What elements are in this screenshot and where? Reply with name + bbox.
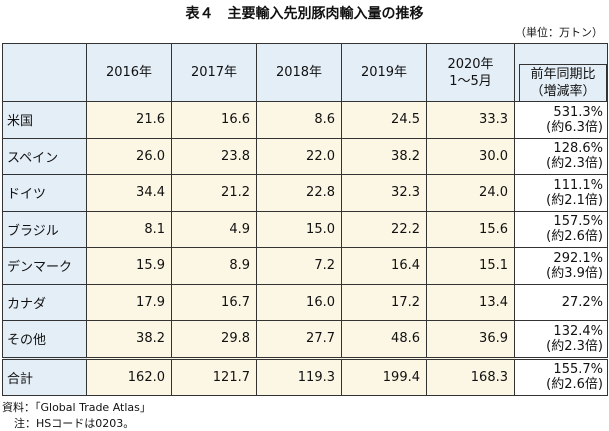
value-cell: 13.4 <box>426 283 515 321</box>
change-line: (約3.9倍) <box>546 265 603 281</box>
change-line: 128.6% <box>553 141 603 157</box>
change-line: (約2.1倍) <box>546 192 603 208</box>
value-cell: 4.9 <box>171 210 257 248</box>
value-cell: 21.2 <box>171 174 257 212</box>
value-cell: 16.0 <box>256 283 342 321</box>
source-note: 資料：「Global Trade Atlas」 <box>2 401 151 414</box>
value-cell: 17.9 <box>86 283 172 321</box>
value-cell: 29.8 <box>171 320 257 359</box>
change-cell: 27.2% <box>514 283 608 321</box>
change-cell: 292.1% (約3.9倍) <box>514 247 608 285</box>
value-cell: 8.6 <box>256 101 342 139</box>
value-cell: 34.4 <box>86 174 172 212</box>
value-cell: 23.8 <box>171 137 257 175</box>
value-cell: 17.2 <box>341 283 427 321</box>
value-cell: 7.2 <box>256 247 342 285</box>
change-line: (約2.3倍) <box>546 156 603 172</box>
unit: （単位：万トン） <box>515 26 603 39</box>
value-cell: 38.2 <box>341 137 427 175</box>
row-label: ブラジル <box>2 210 87 248</box>
value-cell: 33.3 <box>426 101 515 139</box>
change-box: 前年同期比 （増減率） <box>519 64 607 102</box>
value-cell: 30.0 <box>426 137 515 175</box>
value-cell: 162.0 <box>86 356 172 396</box>
table-row: ドイツ 34.4 21.2 22.8 32.3 24.0 111.1% (約2.1倍) <box>2 174 608 212</box>
value-cell: 168.3 <box>426 356 515 396</box>
value-cell: 22.2 <box>341 210 427 248</box>
table-row: カナダ 17.9 16.7 16.0 17.2 13.4 27.2% <box>2 283 608 321</box>
change-line: (約6.3倍) <box>546 119 603 135</box>
year-header: 2019年 <box>341 43 427 102</box>
value-cell: 119.3 <box>256 356 342 396</box>
row-label: 合計 <box>2 356 87 396</box>
table-row: 米国 21.6 16.6 8.6 24.5 33.3 531.3% (約6.3倍) <box>2 101 608 139</box>
value-cell: 15.6 <box>426 210 515 248</box>
change-header: 前年同期比 （増減率） <box>514 43 608 102</box>
row-label: スペイン <box>2 137 87 175</box>
table-row: その他 38.2 29.8 27.7 48.6 36.9 132.4% (約2.3倍) <box>2 320 608 359</box>
value-cell: 22.8 <box>256 174 342 212</box>
change-line: 27.2% <box>561 294 603 310</box>
change-header-line: （増減率） <box>530 84 596 99</box>
change-line: 292.1% <box>553 250 603 266</box>
table-row: デンマーク 15.9 8.9 7.2 16.4 15.1 292.1% (約3.9倍) <box>2 247 608 285</box>
period-line: 2020年 <box>447 56 494 72</box>
value-cell: 27.7 <box>256 320 342 359</box>
value-cell: 16.7 <box>171 283 257 321</box>
change-line: 111.1% <box>553 177 603 193</box>
import-table: 2016年 2017年 2018年 2019年 2020年 1～5月 前年同期比 （増減率） … <box>2 43 608 396</box>
value-cell: 22.0 <box>256 137 342 175</box>
table-row: ブラジル 8.1 4.9 15.0 22.2 15.6 157.5% (約2.6倍) <box>2 210 608 248</box>
change-line: 531.3% <box>553 104 603 120</box>
value-cell: 16.4 <box>341 247 427 285</box>
change-line: (約2.6倍) <box>546 229 603 245</box>
value-cell: 15.9 <box>86 247 172 285</box>
table-row: スペイン 26.0 23.8 22.0 38.2 30.0 128.6% (約2.3倍) <box>2 137 608 175</box>
value-cell: 15.1 <box>426 247 515 285</box>
row-label: 米国 <box>2 101 87 139</box>
change-line: (約2.6倍) <box>546 377 603 393</box>
value-cell: 121.7 <box>171 356 257 396</box>
row-label: その他 <box>2 320 87 359</box>
value-cell: 199.4 <box>341 356 427 396</box>
value-cell: 24.5 <box>341 101 427 139</box>
value-cell: 8.9 <box>171 247 257 285</box>
change-cell: 155.7% (約2.6倍) <box>514 356 608 396</box>
change-line: 132.4% <box>553 323 603 339</box>
value-cell: 48.6 <box>341 320 427 359</box>
header-row: 2016年 2017年 2018年 2019年 2020年 1～5月 前年同期比 （増減率） <box>2 43 608 102</box>
change-cell: 132.4% (約2.3倍) <box>514 320 608 359</box>
year-header: 2016年 <box>86 43 172 102</box>
change-line: 157.5% <box>553 214 603 230</box>
change-line: 155.7% <box>553 362 603 378</box>
value-cell: 32.3 <box>341 174 427 212</box>
value-cell: 36.9 <box>426 320 515 359</box>
value-cell: 15.0 <box>256 210 342 248</box>
note: 注：HSコードは0203。 <box>14 417 135 430</box>
change-cell: 111.1% (約2.1倍) <box>514 174 608 212</box>
year-header: 2018年 <box>256 43 342 102</box>
change-cell: 157.5% (約2.6倍) <box>514 210 608 248</box>
value-cell: 21.6 <box>86 101 172 139</box>
corner <box>2 43 87 102</box>
change-line: (約2.3倍) <box>546 338 603 354</box>
period-header: 2020年 1～5月 <box>426 43 515 102</box>
period-line: 1～5月 <box>449 73 492 89</box>
table-row: 合計 162.0 121.7 119.3 199.4 168.3 155.7% (約2.6倍) <box>2 356 608 396</box>
row-label: ドイツ <box>2 174 87 212</box>
change-cell: 531.3% (約6.3倍) <box>514 101 608 139</box>
row-label: カナダ <box>2 283 87 321</box>
title: 表４ 主要輸入先別豚肉輸入量の推移 <box>185 6 424 22</box>
value-cell: 26.0 <box>86 137 172 175</box>
change-header-line: 前年同期比 <box>530 67 596 82</box>
year-header: 2017年 <box>171 43 257 102</box>
value-cell: 8.1 <box>86 210 172 248</box>
row-label: デンマーク <box>2 247 87 285</box>
value-cell: 16.6 <box>171 101 257 139</box>
value-cell: 24.0 <box>426 174 515 212</box>
change-cell: 128.6% (約2.3倍) <box>514 137 608 175</box>
value-cell: 38.2 <box>86 320 172 359</box>
